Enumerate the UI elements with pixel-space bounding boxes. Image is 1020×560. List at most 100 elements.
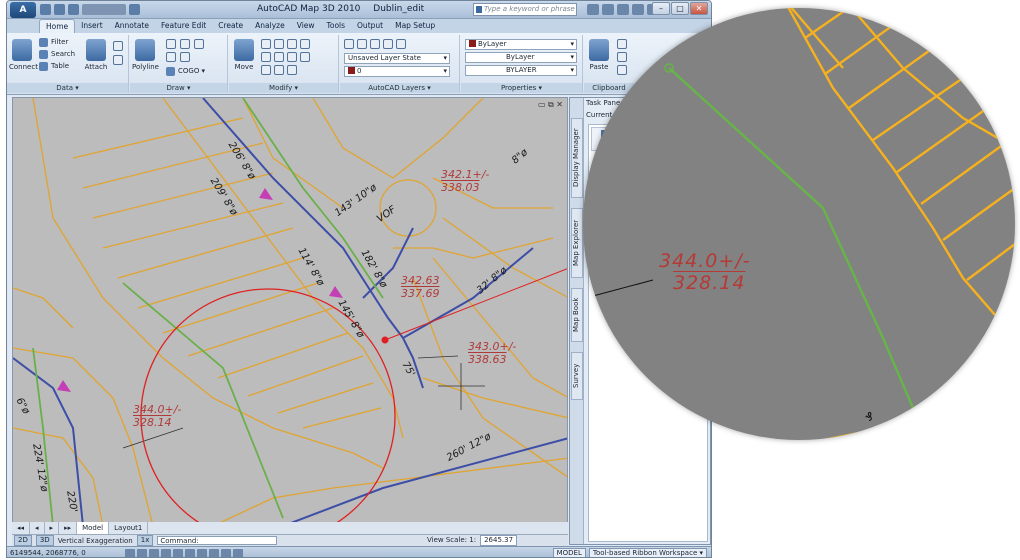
attach-button[interactable]: Attach [83,39,109,71]
ribbon-tab-annotate[interactable]: Annotate [114,21,149,30]
arc-icon[interactable] [180,39,190,49]
connect-button[interactable]: Connect [9,39,38,71]
survey-tab[interactable]: Survey [571,352,583,400]
data-tool2-icon[interactable] [113,55,123,65]
match-properties-icon[interactable] [617,65,627,75]
copy-icon[interactable] [274,39,284,49]
layer-lock-icon[interactable] [370,39,380,49]
ribbon-tab-output[interactable]: Output [357,21,384,30]
lineweight-dropdown[interactable]: BYLAYER [465,65,577,76]
trim-icon[interactable] [261,65,271,75]
maximize-button[interactable]: □ [671,2,689,15]
ortho-icon[interactable] [149,549,159,557]
workspace-switch-icon[interactable] [82,4,126,15]
erase-icon[interactable] [300,52,310,62]
spline-icon[interactable] [180,52,190,62]
quick-properties-icon[interactable] [233,549,243,557]
ducs-icon[interactable] [197,549,207,557]
copy-clip-icon[interactable] [617,39,627,49]
model-space-button[interactable]: MODEL [552,548,586,557]
move-icon [234,39,254,61]
layer-off-icon[interactable] [383,39,393,49]
layout-nav-arrow-icon[interactable]: ▸▸ [59,522,78,534]
layer-freeze-icon[interactable] [357,39,367,49]
close-button[interactable]: ✕ [690,2,708,15]
ribbon-tab-home[interactable]: Home [39,19,76,33]
communication-icon[interactable] [617,4,629,15]
stretch-icon[interactable] [261,52,271,62]
filter-button[interactable]: Filter [39,37,68,48]
explode-icon[interactable] [287,65,297,75]
layout-tab-model[interactable]: Model [77,522,110,534]
fillet-icon[interactable] [300,39,310,49]
table-button[interactable]: Table [39,61,69,72]
subscription-icon[interactable] [602,4,614,15]
layout-nav-arrow-icon[interactable]: ◂◂ [12,522,31,534]
ribbon-tab-create[interactable]: Create [218,21,244,30]
ribbon-tab-tools[interactable]: Tools [326,21,346,30]
data-tool-icon[interactable] [113,41,123,51]
drawing-canvas[interactable]: ▭ ⧉ ✕ 342.1+/- 338.03 342.63 337.69 343.0+… [12,97,568,525]
help-search-input[interactable]: Type a keyword or phrase [473,3,577,16]
cut-icon[interactable] [617,52,627,62]
layer-state-dropdown[interactable]: Unsaved Layer State [344,53,450,64]
new-icon[interactable] [40,4,51,15]
scale-icon[interactable] [274,52,284,62]
layers-panel-label[interactable]: AutoCAD Layers ▾ [340,83,459,93]
open-icon[interactable] [54,4,65,15]
rotate-icon[interactable] [261,39,271,49]
linetype-dropdown[interactable]: ByLayer [465,52,577,63]
osnap-icon[interactable] [173,549,183,557]
otrack-icon[interactable] [185,549,195,557]
cogo-button[interactable]: COGO ▾ [166,66,205,77]
minimize-button[interactable]: – [652,2,670,15]
qat-dropdown-icon[interactable] [129,4,140,15]
move-button[interactable]: Move [231,39,257,71]
ribbon-tab-insert[interactable]: Insert [81,21,103,30]
array-icon[interactable] [287,52,297,62]
view-scale-value[interactable]: 2645.37 [480,535,518,546]
command-input[interactable]: Command: [157,536,278,545]
snap-icon[interactable] [125,549,135,557]
search-button[interactable]: Search [39,49,75,60]
grid-icon[interactable] [137,549,147,557]
offset-icon[interactable] [274,65,284,75]
properties-panel-label[interactable]: Properties ▾ [461,83,582,93]
3d-button[interactable]: 3D [35,535,54,546]
application-menu-button[interactable]: A [10,2,36,18]
map-explorer-tab[interactable]: Map Explorer [571,208,583,278]
polar-icon[interactable] [161,549,171,557]
layer-dropdown[interactable]: 0 [344,66,450,77]
rectangle-icon[interactable] [194,39,204,49]
layer-isolate-icon[interactable] [396,39,406,49]
polyline-button[interactable]: Polyline [132,39,159,71]
mirror-icon[interactable] [287,39,297,49]
2d-button[interactable]: 2D [14,535,32,546]
data-panel-label[interactable]: Data ▾ [7,83,128,93]
layout-nav-arrow-icon[interactable]: ▸ [45,522,60,534]
workspace-switcher[interactable]: Tool-based Ribbon Workspace ▾ [588,548,707,557]
ribbon-tab-view[interactable]: View [296,21,315,30]
ribbon-tab-feature-edit[interactable]: Feature Edit [161,21,207,30]
line-icon[interactable] [166,39,176,49]
lineweight-icon[interactable] [221,549,231,557]
clipboard-panel-label[interactable]: Clipboard [584,83,634,93]
draw-panel-label[interactable]: Draw ▾ [130,83,227,93]
paste-button[interactable]: Paste [586,39,612,71]
layer-properties-icon[interactable] [344,39,354,49]
exaggeration-dropdown[interactable]: 1x [136,535,154,546]
layout-tab-layout1[interactable]: Layout1 [109,522,149,534]
dyn-icon[interactable] [209,549,219,557]
display-manager-tab[interactable]: Display Manager [571,118,583,198]
ribbon-tab-map-setup[interactable]: Map Setup [395,21,436,30]
viewport-controls[interactable]: ▭ ⧉ ✕ [537,100,563,109]
ribbon-tab-analyze[interactable]: Analyze [255,21,285,30]
modify-panel-label[interactable]: Modify ▾ [229,83,338,93]
binoculars-icon[interactable] [587,4,599,15]
save-icon[interactable] [68,4,79,15]
layout-nav-arrow-icon[interactable]: ◂ [30,522,45,534]
star-icon[interactable] [632,4,644,15]
map-book-tab[interactable]: Map Book [571,288,583,342]
color-dropdown[interactable]: ByLayer [465,39,577,50]
circle-icon[interactable] [166,52,176,62]
